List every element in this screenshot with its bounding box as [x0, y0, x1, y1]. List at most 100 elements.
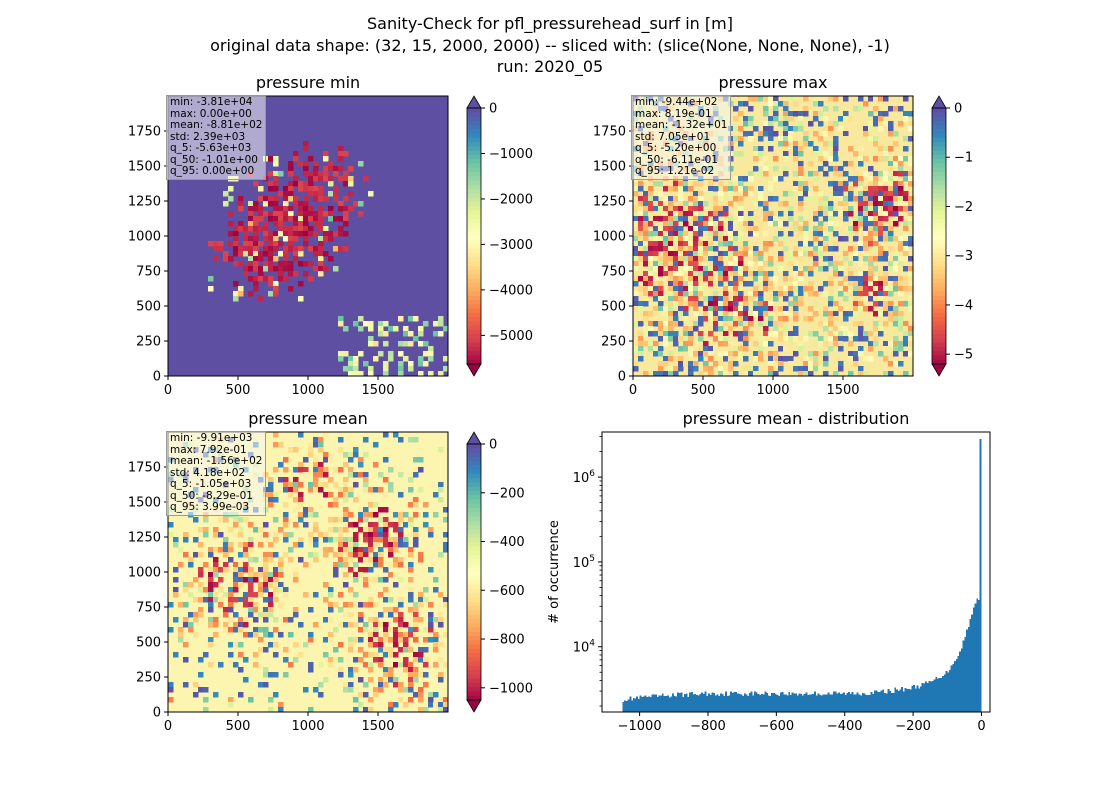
histogram-bar: [952, 664, 955, 712]
histogram-bar: [716, 694, 719, 712]
histogram-bar: [714, 695, 717, 712]
y-tick-label: 1750: [593, 125, 626, 140]
histogram-bar: [854, 694, 857, 712]
histogram-bar: [931, 681, 934, 712]
colorbar-tick-label: −4000: [489, 283, 533, 298]
histogram-bar: [726, 696, 729, 712]
histogram-bar: [853, 694, 856, 712]
histogram-bar: [678, 692, 681, 712]
histogram-bar: [737, 693, 739, 712]
histogram-bar: [930, 681, 933, 712]
colorbar: 0 −1 −2 −3 −4 −5: [931, 95, 973, 377]
histogram-bar: [625, 701, 628, 712]
histogram-bar: [627, 699, 630, 712]
histogram-bar: [735, 692, 738, 712]
histogram-bar: [653, 694, 656, 712]
y-tick-label: 1000: [593, 230, 626, 245]
histogram-bar: [906, 688, 909, 712]
histogram-bar: [918, 688, 921, 712]
stats-line: q_50: -6.11e-01: [635, 153, 718, 166]
histogram-bar: [643, 696, 645, 712]
histogram-bar: [778, 696, 780, 712]
histogram-bar: [832, 691, 835, 712]
x-tick-label: 500: [226, 719, 251, 734]
histogram-bar: [771, 692, 774, 712]
histogram-bar: [919, 686, 922, 712]
histogram-bar: [629, 696, 632, 712]
histogram-bar: [890, 693, 893, 712]
histogram-bar: [863, 693, 866, 712]
histogram-bar: [846, 692, 849, 712]
histogram-bar: [704, 691, 707, 712]
histogram-bar: [902, 691, 905, 712]
histogram-bar: [697, 695, 700, 712]
histogram-bar: [721, 693, 724, 712]
colorbar-tick-label: −2: [954, 200, 973, 215]
x-tick-label: 0: [977, 719, 985, 734]
histogram-bar: [872, 694, 874, 712]
histogram-bar: [757, 693, 760, 712]
histogram-bar: [822, 694, 825, 712]
histogram-bar: [723, 695, 726, 712]
histogram-bar: [696, 694, 698, 712]
histogram-bar: [639, 695, 642, 712]
histogram-bar: [699, 694, 702, 712]
histogram-bar: [907, 688, 910, 712]
histogram-bar: [766, 692, 768, 712]
histogram-bar: [875, 690, 878, 712]
histogram-bar: [675, 696, 678, 712]
histogram-bar: [728, 695, 731, 712]
histogram-bar: [795, 693, 798, 712]
histogram-bar: [634, 698, 637, 712]
stats-line: max: 8.19e-01: [635, 107, 712, 120]
x-tick-label: 0: [164, 383, 172, 398]
histogram-bar: [663, 695, 666, 712]
x-tick-label: −400: [827, 719, 863, 734]
histogram-bar: [767, 695, 770, 712]
stats-line: q_50: -8.29e-01: [170, 489, 253, 502]
histogram-bar: [964, 636, 967, 712]
histogram-bar: [677, 692, 680, 712]
y-tick-label: 1000: [128, 230, 161, 245]
histogram-bar: [870, 692, 873, 712]
colorbar-tick-label: −1000: [489, 681, 533, 696]
y-tick-label: 1750: [128, 125, 161, 140]
colorbar-tick-label: −2000: [489, 192, 533, 207]
x-tick-label: 1000: [291, 383, 324, 398]
stats-line: std: 7.05e+01: [635, 130, 711, 143]
y-tick-label: 250: [136, 335, 161, 350]
histogram-bar: [866, 694, 869, 712]
histogram-bar: [651, 694, 654, 712]
histogram-bar: [654, 694, 657, 712]
histogram-bar: [791, 692, 794, 712]
stats-line: min: -9.44e+02: [635, 96, 718, 108]
y-tick-label: 750: [136, 265, 161, 280]
histogram-bar: [687, 696, 690, 712]
histogram-bar: [962, 640, 965, 712]
x-tick-label: 1500: [361, 383, 394, 398]
y-tick-label: 500: [601, 300, 626, 315]
histogram-bar: [841, 693, 844, 712]
stats-box: min: -9.44e+02 max: 8.19e-01 mean: -1.32e+…: [631, 95, 732, 180]
histogram-bar: [913, 685, 915, 712]
histogram-bar: [820, 695, 823, 712]
histogram-bar: [738, 694, 741, 712]
histogram-bar: [942, 676, 945, 712]
panel-title: pressure max: [718, 73, 827, 92]
histogram-bar: [865, 694, 868, 712]
histogram-bar: [955, 659, 958, 712]
histogram-bar: [666, 695, 669, 712]
histogram-bar: [631, 700, 633, 712]
colorbar-tick-label: 0: [489, 102, 497, 117]
histogram-bar: [769, 696, 772, 712]
stats-line: q_95: 0.00e+00: [170, 165, 255, 177]
x-tick-label: 0: [629, 383, 637, 398]
histogram-bar: [925, 681, 927, 712]
stats-line: q_5: -1.05e+03: [170, 478, 252, 490]
stats-line: q_95: 3.99e-03: [170, 501, 250, 513]
histogram-bar: [644, 695, 647, 712]
y-tick-label: 1250: [128, 195, 161, 210]
histogram-bar: [740, 694, 743, 712]
histogram-bar: [745, 694, 748, 712]
